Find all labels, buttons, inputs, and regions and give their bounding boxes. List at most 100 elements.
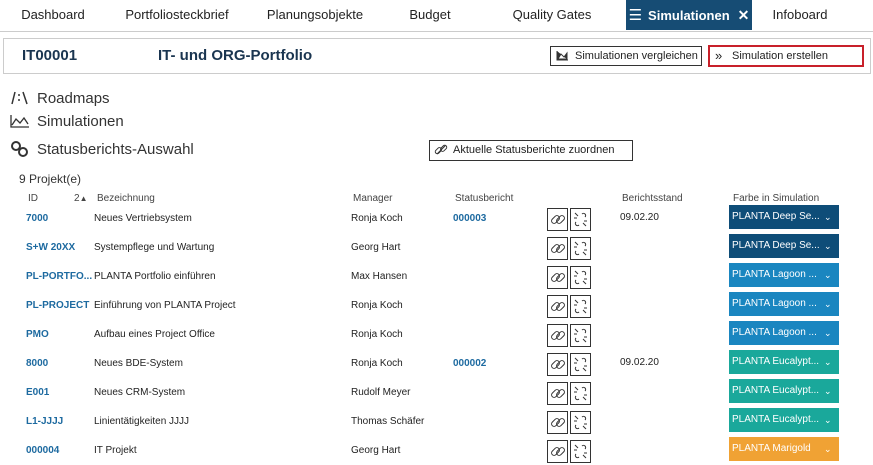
project-id[interactable]: E001 [26, 387, 50, 398]
unlink-button[interactable] [570, 440, 591, 463]
color-dropdown[interactable]: PLANTA Lagoon ... ⌄ [729, 263, 839, 287]
chart-icon [556, 51, 568, 61]
link-button[interactable] [547, 440, 568, 463]
tab[interactable]: Portfoliosteckbrief [106, 0, 248, 30]
project-name: Neues CRM-System [94, 387, 186, 398]
project-name: Systempflege und Wartung [94, 242, 215, 253]
link-icon [551, 389, 565, 398]
sort-label: 2 [74, 193, 80, 204]
project-name: Neues Vertriebsystem [94, 213, 192, 224]
color-name: PLANTA Marigold [732, 443, 811, 454]
tab-label: Dashboard [21, 7, 85, 22]
nav-item[interactable]: Simulationen [37, 113, 124, 130]
link-button[interactable] [547, 295, 568, 318]
color-name: PLANTA Deep Se... [732, 211, 820, 222]
project-id[interactable]: S+W 20XX [26, 242, 76, 253]
compare-button[interactable]: Simulationen vergleichen [550, 46, 702, 66]
color-dropdown[interactable]: PLANTA Deep Se... ⌄ [729, 205, 839, 229]
project-id[interactable]: 7000 [26, 213, 49, 224]
project-id[interactable]: L1-JJJJ [26, 416, 64, 427]
link-icon [551, 447, 565, 456]
unlink-button[interactable] [570, 295, 591, 318]
unlink-icon [574, 328, 587, 343]
unlink-icon [574, 444, 587, 459]
link-button[interactable] [547, 382, 568, 405]
nav-item[interactable]: Roadmaps [37, 90, 110, 107]
tab[interactable]: Quality Gates [478, 0, 626, 30]
color-name: PLANTA Lagoon ... [732, 327, 817, 338]
project-id[interactable]: 000004 [26, 445, 60, 456]
status-report[interactable]: 000003 [453, 213, 487, 224]
tab[interactable]: Dashboard [0, 0, 106, 30]
color-dropdown[interactable]: PLANTA Eucalypt... ⌄ [729, 379, 839, 403]
tab-divider [0, 31, 873, 32]
tab[interactable]: Infoboard [752, 0, 848, 30]
unlink-button[interactable] [570, 324, 591, 347]
color-dropdown[interactable]: PLANTA Eucalypt... ⌄ [729, 408, 839, 432]
color-name: PLANTA Deep Se... [732, 240, 820, 251]
unlink-button[interactable] [570, 411, 591, 434]
tab[interactable]: ☰ Simulationen ✕ [626, 0, 752, 30]
tab-label: Quality Gates [512, 7, 592, 22]
sort-arrow: ▲ [79, 194, 88, 203]
close-icon[interactable]: ✕ [737, 7, 750, 23]
project-count: 9 Projekt(e) [19, 172, 82, 186]
chevron-icon: ⌄ [824, 444, 832, 454]
project-id[interactable]: 8000 [26, 358, 49, 369]
unlink-button[interactable] [570, 382, 591, 405]
chevron-icon: ⌄ [824, 212, 832, 222]
column-header[interactable]: Farbe in Simulation [733, 193, 820, 204]
button-label: Aktuelle Statusberichte zuordnen [453, 144, 615, 156]
link-icon [551, 418, 565, 427]
tab-label: Portfoliosteckbrief [125, 7, 229, 22]
column-header[interactable]: Statusbericht [455, 193, 514, 204]
assign-button[interactable]: Aktuelle Statusberichte zuordnen [429, 140, 633, 161]
project-id[interactable]: PL-PORTFO... [26, 271, 93, 282]
nav-item[interactable]: Statusberichts-Auswahl [37, 141, 194, 158]
unlink-icon [574, 270, 587, 285]
project-id[interactable]: PMO [26, 329, 49, 340]
tab[interactable]: Planungsobjekte [248, 0, 382, 30]
column-header[interactable]: Bezeichnung [97, 193, 155, 204]
link-icon [551, 215, 565, 224]
chevron-icon: » [715, 48, 723, 63]
column-header[interactable]: Berichtsstand [622, 193, 683, 204]
project-id[interactable]: PL-PROJECT [26, 300, 90, 311]
button-label: Simulation erstellen [732, 50, 828, 62]
manager: Ronja Koch [351, 213, 403, 224]
tab-label: Budget [409, 7, 451, 22]
status-report[interactable]: 000002 [453, 358, 487, 369]
unlink-icon [574, 415, 587, 430]
link-button[interactable] [547, 208, 568, 231]
color-dropdown[interactable]: PLANTA Lagoon ... ⌄ [729, 321, 839, 345]
unlink-button[interactable] [570, 266, 591, 289]
manager: Ronja Koch [351, 329, 403, 340]
manager: Max Hansen [351, 271, 408, 282]
unlink-button[interactable] [570, 353, 591, 376]
color-dropdown[interactable]: PLANTA Deep Se... ⌄ [729, 234, 839, 258]
link-button[interactable] [547, 353, 568, 376]
unlink-button[interactable] [570, 237, 591, 260]
report-date: 09.02.20 [620, 212, 659, 223]
portfolio-id: IT00001 [22, 47, 78, 64]
column-header[interactable]: ID [28, 193, 38, 204]
link-button[interactable] [547, 324, 568, 347]
report-date: 09.02.20 [620, 357, 659, 368]
tab[interactable]: Budget [382, 0, 478, 30]
link-button[interactable] [547, 237, 568, 260]
link-button[interactable] [547, 266, 568, 289]
link-icon [434, 144, 448, 155]
project-name: Neues BDE-System [94, 358, 183, 369]
link-icon [551, 331, 565, 340]
sort-indicator: 2▲ [74, 193, 87, 204]
column-header[interactable]: Manager [353, 193, 393, 204]
color-dropdown[interactable]: PLANTA Eucalypt... ⌄ [729, 350, 839, 374]
color-dropdown[interactable]: PLANTA Marigold ⌄ [729, 437, 839, 461]
color-dropdown[interactable]: PLANTA Lagoon ... ⌄ [729, 292, 839, 316]
unlink-icon [574, 212, 587, 227]
color-name: PLANTA Eucalypt... [732, 385, 820, 396]
link-button[interactable] [547, 411, 568, 434]
create-button[interactable]: » Simulation erstellen [708, 45, 864, 67]
unlink-button[interactable] [570, 208, 591, 231]
